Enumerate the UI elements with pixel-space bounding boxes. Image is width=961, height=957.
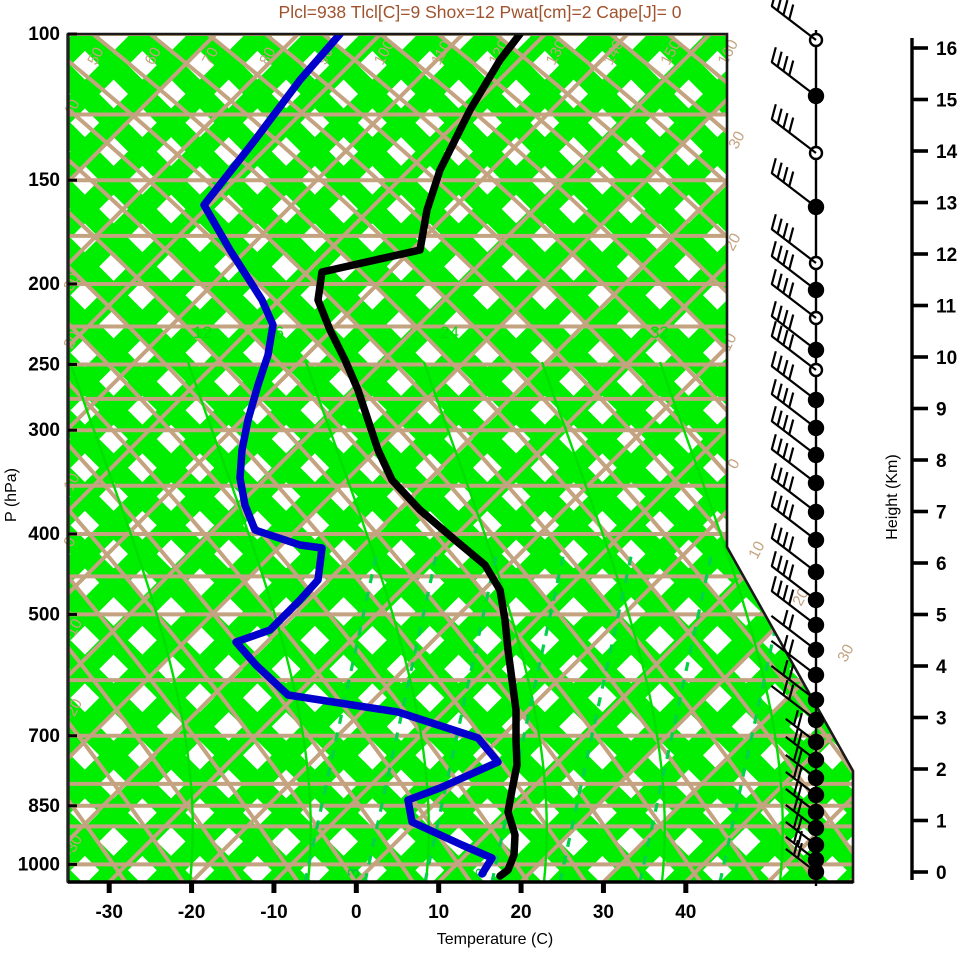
wind-barb xyxy=(785,727,817,761)
height-tick-label: 2 xyxy=(936,760,947,781)
isotherm-label-right: 30 xyxy=(726,128,749,152)
wind-barb xyxy=(770,490,817,541)
wind-barb xyxy=(770,157,817,208)
wind-barb xyxy=(770,462,817,513)
pressure-axis-title: P (hPa) xyxy=(3,468,20,522)
height-axis-title: Height (Km) xyxy=(884,454,901,539)
height-tick-label: 15 xyxy=(936,91,958,112)
pressure-axis: 100 150 200 250 300 400 500 700 850 1000 xyxy=(18,24,77,875)
wind-barb-column xyxy=(770,0,825,886)
moist-adiabat-label: 32 xyxy=(650,323,669,342)
temperature-tick-label: -30 xyxy=(95,902,122,923)
sounding-curves xyxy=(200,34,524,880)
height-tick-label: 14 xyxy=(936,142,958,163)
height-tick-label: 0 xyxy=(936,863,947,884)
temperature-axis-title: Temperature (C) xyxy=(437,931,553,948)
temperature-tick-label: -10 xyxy=(260,902,287,923)
pressure-tick-label: 300 xyxy=(28,420,60,441)
height-tick-label: 12 xyxy=(936,245,957,266)
height-tick-label: 7 xyxy=(936,503,947,524)
pressure-tick-label: 400 xyxy=(28,524,60,545)
wind-barb xyxy=(770,268,817,319)
temperature-tick-label: 20 xyxy=(510,902,531,923)
moist-adiabat-label: 24 xyxy=(440,323,459,342)
mixing-ratio-lines xyxy=(303,551,794,882)
pressure-tick-label: 250 xyxy=(28,354,60,375)
pressure-tick-label: 500 xyxy=(28,604,60,625)
wind-barb xyxy=(770,0,817,41)
isotherm-label-outside: 10 xyxy=(746,538,769,562)
mixing-ratio-label: 3 xyxy=(345,867,363,879)
wind-barb xyxy=(770,609,817,651)
height-tick-label: 16 xyxy=(936,39,957,60)
pressure-tick-label: 200 xyxy=(28,274,60,295)
wind-barb xyxy=(785,709,817,743)
wind-barb xyxy=(770,240,817,291)
height-tick-label: 1 xyxy=(936,812,947,833)
wind-barb xyxy=(770,320,817,371)
wind-barb xyxy=(770,522,817,573)
dry-adiabat-label: 80 xyxy=(256,44,279,68)
temperature-tick-label: 30 xyxy=(593,902,614,923)
temperature-tick-label: 10 xyxy=(428,902,449,923)
wind-barb xyxy=(770,350,817,401)
wind-barb xyxy=(770,659,817,701)
wind-barb xyxy=(770,300,817,351)
wind-barb xyxy=(770,634,817,676)
wind-barb xyxy=(770,103,817,154)
isotherm-label-right: 10 xyxy=(718,330,741,354)
wind-barb xyxy=(770,378,817,429)
temperature-tick-label: 0 xyxy=(351,902,362,923)
height-tick-label: 13 xyxy=(936,194,957,215)
dry-adiabat-label: 60 xyxy=(142,44,165,68)
temperature-tick-label: -20 xyxy=(178,902,205,923)
height-tick-label: 10 xyxy=(936,348,957,369)
isotherm-label-outside: 30 xyxy=(835,641,858,665)
height-tick-label: 11 xyxy=(936,297,957,318)
pressure-tick-label: 1000 xyxy=(18,854,60,875)
wind-barb xyxy=(770,679,817,721)
height-tick-label: 5 xyxy=(936,606,947,627)
wind-barb xyxy=(770,575,817,626)
pressure-tick-label: 700 xyxy=(28,726,60,747)
page-title: Plcl=938 Tlcl[C]=9 Shox=12 Pwat[cm]=2 Ca… xyxy=(279,2,682,22)
height-tick-label: 8 xyxy=(936,451,947,472)
temperature-curve xyxy=(314,34,524,880)
dewpoint-curve xyxy=(200,34,502,878)
wind-barb xyxy=(770,433,817,484)
pressure-tick-label: 150 xyxy=(28,170,60,191)
height-tick-label: 3 xyxy=(936,709,947,730)
wind-barb xyxy=(770,550,817,601)
isotherm-label-outside: 20 xyxy=(790,585,813,609)
wind-barb xyxy=(785,839,817,873)
pressure-tick-label: 100 xyxy=(28,24,60,45)
height-tick-label: 9 xyxy=(936,400,947,421)
temperature-tick-label: 40 xyxy=(675,902,696,923)
height-tick-label: 6 xyxy=(936,554,947,575)
wind-barb xyxy=(770,46,817,97)
height-tick-label: 4 xyxy=(936,657,947,678)
temperature-axis: -30 -20 -10 0 10 20 30 40 xyxy=(95,882,696,923)
dry-adiabat-label: 70 xyxy=(199,44,222,68)
pressure-tick-label: 850 xyxy=(28,796,60,817)
wind-barb xyxy=(770,405,817,456)
moist-adiabat-label: 12 xyxy=(193,323,212,342)
dry-adiabat-label: 50 xyxy=(85,44,108,68)
wind-barb xyxy=(770,213,817,264)
